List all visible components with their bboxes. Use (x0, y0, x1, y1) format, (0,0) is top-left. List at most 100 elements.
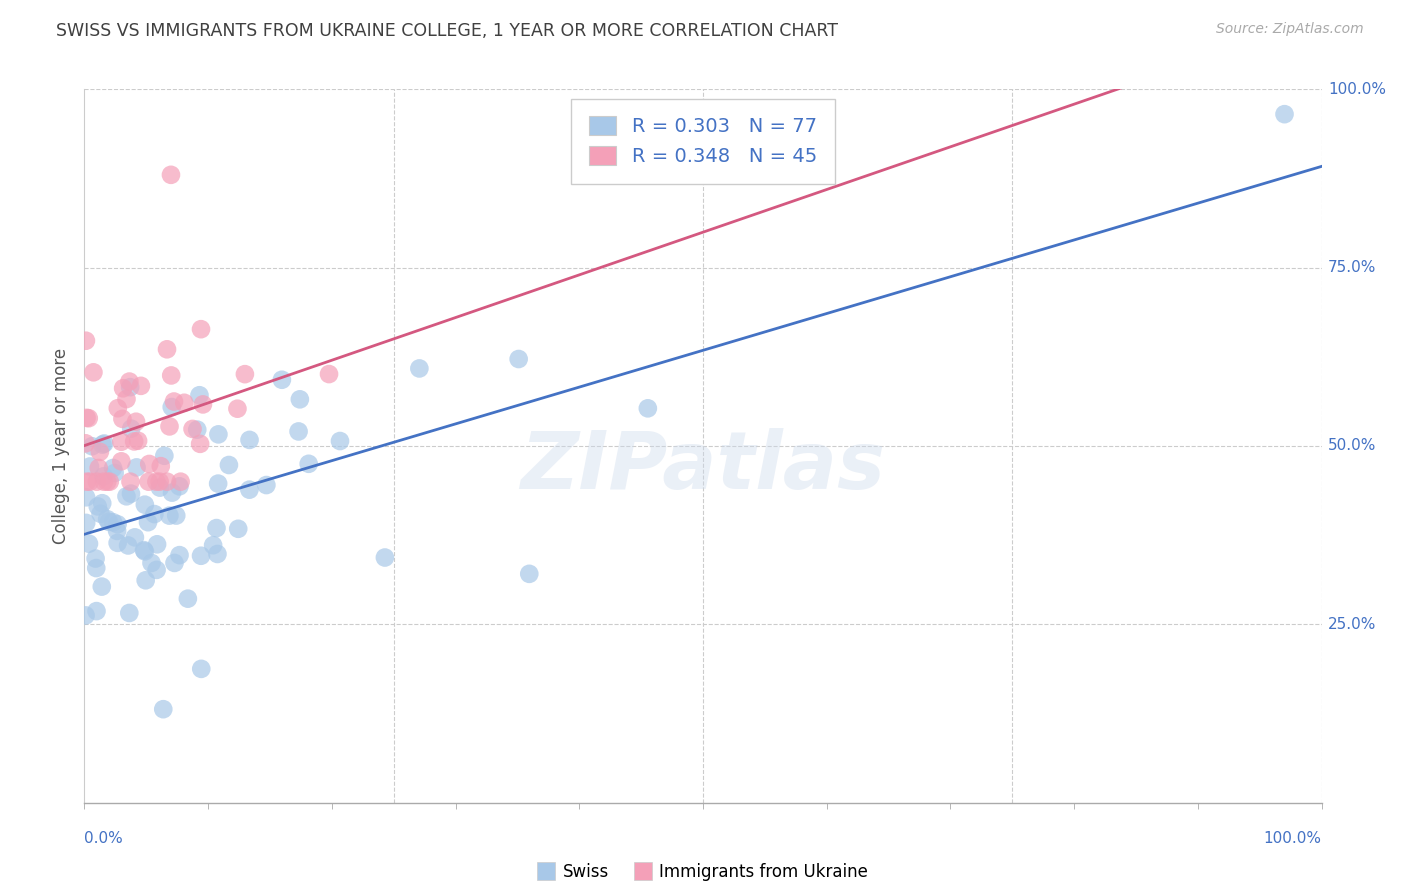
Point (149, 481, 172, 495)
Point (188, 437, 211, 451)
Point (101, 516, 124, 530)
Point (75, 334, 97, 348)
Point (77, 411, 100, 425)
Point (190, 662, 212, 676)
Point (135, 574, 157, 588)
Point (120, 475, 142, 489)
Point (110, 434, 132, 449)
Point (163, 556, 186, 570)
Point (141, 556, 163, 570)
Point (318, 367, 340, 381)
Point (115, 489, 138, 503)
Point (205, 521, 228, 535)
Point (118, 606, 141, 620)
Text: 75.0%: 75.0% (1327, 260, 1376, 275)
Point (160, 485, 183, 500)
Point (1274, 107, 1296, 121)
Point (112, 381, 135, 395)
Point (143, 507, 166, 521)
Point (93, 469, 115, 483)
Point (190, 549, 212, 563)
Point (105, 524, 128, 538)
Point (374, 550, 396, 565)
Point (134, 544, 156, 558)
Point (508, 351, 530, 366)
Text: 50.0%: 50.0% (1327, 439, 1376, 453)
Point (127, 434, 149, 448)
Point (238, 483, 260, 497)
Point (93, 475, 115, 489)
Point (91, 437, 114, 451)
Point (146, 537, 169, 551)
Point (129, 379, 152, 393)
Point (517, 566, 540, 581)
Point (93, 436, 115, 450)
Point (84, 551, 107, 566)
Point (163, 394, 186, 409)
Point (111, 412, 134, 426)
Point (96, 512, 118, 526)
Point (117, 539, 139, 553)
Point (238, 433, 260, 447)
Text: 100.0%: 100.0% (1327, 82, 1386, 96)
Text: 25.0%: 25.0% (1327, 617, 1376, 632)
Point (75, 608, 97, 623)
Point (270, 373, 292, 387)
Point (87, 461, 110, 475)
Text: ZIPatlas: ZIPatlas (520, 428, 886, 507)
Point (86, 604, 108, 618)
Point (186, 423, 208, 437)
Y-axis label: College, 1 year or more: College, 1 year or more (52, 348, 70, 544)
Point (165, 508, 187, 523)
Point (159, 419, 181, 434)
Text: Source: ZipAtlas.com: Source: ZipAtlas.com (1216, 22, 1364, 37)
Point (226, 522, 249, 536)
Point (75, 491, 97, 505)
Text: 0.0%: 0.0% (84, 831, 124, 847)
Point (77, 537, 100, 551)
Point (138, 475, 160, 489)
Point (98, 475, 121, 489)
Point (107, 401, 129, 416)
Point (156, 475, 179, 489)
Point (156, 343, 179, 357)
Point (101, 461, 124, 475)
Point (104, 466, 127, 480)
Point (298, 457, 321, 471)
Point (76, 475, 98, 489)
Point (188, 388, 211, 402)
Point (226, 401, 249, 416)
Point (329, 434, 352, 448)
Point (80, 439, 103, 453)
Point (96, 475, 118, 489)
Point (637, 401, 659, 416)
Legend: Swiss, Immigrants from Ukraine: Swiss, Immigrants from Ukraine (531, 856, 875, 888)
Point (160, 368, 183, 383)
Point (218, 458, 240, 472)
Point (207, 427, 229, 442)
Point (125, 460, 148, 475)
Point (149, 459, 172, 474)
Point (125, 415, 148, 429)
Point (75, 516, 97, 530)
Point (160, 400, 183, 414)
Point (191, 397, 214, 411)
Point (408, 361, 430, 376)
Point (82, 365, 104, 379)
Point (120, 486, 142, 500)
Point (120, 422, 142, 436)
Point (149, 475, 172, 489)
Point (190, 322, 212, 336)
Point (169, 475, 191, 489)
Point (207, 476, 229, 491)
Point (107, 536, 129, 550)
Point (134, 498, 156, 512)
Point (136, 515, 159, 529)
Point (157, 508, 180, 523)
Point (145, 563, 167, 577)
Point (76, 410, 98, 425)
Point (202, 538, 225, 552)
Point (87, 500, 110, 514)
Point (89, 445, 111, 459)
Point (75, 436, 97, 450)
